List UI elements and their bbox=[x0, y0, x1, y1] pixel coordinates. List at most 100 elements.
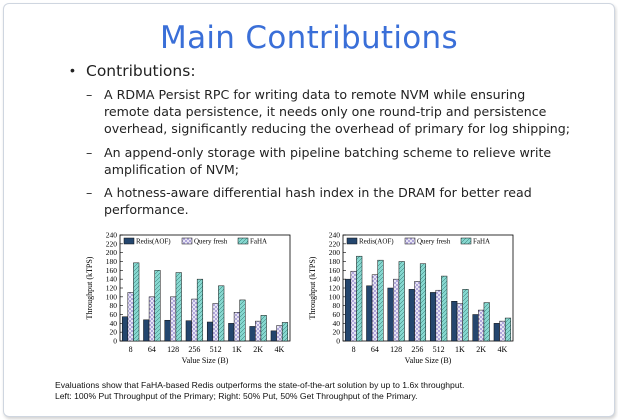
y-tick-label: 140 bbox=[106, 275, 118, 284]
y-tick-label: 240 bbox=[329, 231, 341, 240]
bar-query-fresh-8 bbox=[350, 270, 357, 342]
bar-faha-2K bbox=[483, 302, 490, 342]
y-tick-label: 240 bbox=[106, 231, 118, 240]
bar-query-fresh-4K bbox=[276, 325, 283, 342]
y-tick-label: 20 bbox=[333, 328, 341, 337]
bar-query-fresh-128 bbox=[170, 296, 177, 342]
dash-marker: – bbox=[86, 145, 93, 160]
bar-query-fresh-256 bbox=[414, 281, 421, 342]
x-tick-label: 1K bbox=[455, 345, 465, 354]
legend-label: Query fresh bbox=[194, 238, 228, 246]
bar-redis-aof--4K bbox=[493, 323, 500, 342]
bar-query-fresh-256 bbox=[191, 298, 198, 342]
x-tick-label: 512 bbox=[210, 345, 222, 354]
legend-swatch bbox=[460, 237, 472, 245]
y-tick-label: 160 bbox=[329, 266, 341, 275]
bar-redis-aof--128 bbox=[164, 319, 171, 342]
x-tick-label: 128 bbox=[390, 345, 402, 354]
y-tick-label: 60 bbox=[333, 310, 341, 319]
contribution-item-1: – A RDMA Persist RPC for writing data to… bbox=[86, 86, 574, 137]
bar-redis-aof--64 bbox=[366, 285, 373, 342]
y-tick-label: 80 bbox=[333, 301, 341, 310]
bar-faha-64 bbox=[154, 270, 161, 342]
x-tick-label: 4K bbox=[497, 345, 507, 354]
y-axis-label: Throughput (kTPS) bbox=[308, 256, 317, 319]
y-tick-label: 120 bbox=[106, 284, 118, 293]
x-tick-label: 1K bbox=[232, 345, 242, 354]
bar-query-fresh-1K bbox=[233, 312, 240, 342]
legend-swatch bbox=[181, 237, 193, 245]
y-tick-label: 40 bbox=[110, 319, 118, 328]
y-tick-label: 80 bbox=[110, 301, 118, 310]
x-tick-label: 4K bbox=[274, 345, 284, 354]
bar-redis-aof--512 bbox=[429, 292, 437, 342]
slide-title: Main Contributions bbox=[160, 20, 458, 56]
bar-redis-aof--1K bbox=[451, 301, 458, 342]
contribution-text-1: A RDMA Persist RPC for writing data to r… bbox=[104, 87, 570, 136]
bar-faha-512 bbox=[218, 285, 225, 342]
x-tick-label: 64 bbox=[371, 345, 379, 354]
x-tick-label: 8 bbox=[129, 345, 133, 354]
y-tick-label: 0 bbox=[113, 337, 117, 346]
bar-faha-128 bbox=[175, 272, 182, 342]
y-tick-label: 180 bbox=[329, 257, 341, 266]
y-tick-label: 220 bbox=[106, 239, 118, 248]
y-tick-label: 200 bbox=[329, 248, 341, 257]
contribution-text-3: A hotness-aware differential hash index … bbox=[104, 185, 532, 217]
legend-swatch bbox=[346, 237, 358, 245]
bar-faha-8 bbox=[133, 262, 140, 342]
bar-faha-8 bbox=[356, 255, 363, 342]
bar-redis-aof--8 bbox=[344, 278, 352, 342]
bar-query-fresh-8 bbox=[127, 292, 134, 342]
bar-redis-aof--256 bbox=[185, 320, 192, 342]
y-tick-label: 180 bbox=[106, 257, 118, 266]
x-axis-label: Value Size (B) bbox=[182, 356, 229, 365]
legend-swatch bbox=[404, 237, 416, 245]
bullet-dot: • bbox=[70, 62, 75, 78]
legend-label: FaHA bbox=[250, 238, 267, 246]
legend-label: Redis(AOF) bbox=[136, 238, 171, 246]
contribution-text-2: An append-only storage with pipeline bat… bbox=[104, 145, 552, 177]
bar-query-fresh-2K bbox=[478, 309, 485, 342]
bar-faha-2K bbox=[260, 315, 267, 342]
bar-redis-aof--2K bbox=[249, 326, 256, 342]
bar-query-fresh-64 bbox=[148, 296, 155, 342]
y-tick-label: 160 bbox=[106, 266, 118, 275]
bar-redis-aof--512 bbox=[206, 321, 214, 342]
legend-label: FaHA bbox=[473, 238, 490, 246]
bar-query-fresh-1K bbox=[456, 303, 463, 342]
caption-line-1: Evaluations show that FaHA-based Redis o… bbox=[55, 380, 465, 390]
contribution-item-2: – An append-only storage with pipeline b… bbox=[86, 144, 574, 178]
y-tick-label: 60 bbox=[110, 310, 118, 319]
bar-query-fresh-128 bbox=[393, 278, 400, 342]
y-tick-label: 40 bbox=[333, 319, 341, 328]
bar-redis-aof--64 bbox=[143, 319, 150, 342]
bar-redis-aof--128 bbox=[387, 287, 394, 342]
bar-query-fresh-2K bbox=[255, 320, 262, 342]
bar-redis-aof--2K bbox=[472, 314, 479, 342]
x-tick-label: 2K bbox=[476, 345, 486, 354]
bar-faha-4K bbox=[281, 322, 289, 342]
caption-line-2: Left: 100% Put Throughput of the Primary… bbox=[55, 391, 418, 401]
contribution-item-3: – A hotness-aware differential hash inde… bbox=[86, 184, 574, 218]
y-tick-label: 100 bbox=[329, 292, 341, 301]
bar-faha-256 bbox=[196, 278, 204, 342]
bar-query-fresh-512 bbox=[435, 289, 442, 342]
y-tick-label: 140 bbox=[329, 275, 341, 284]
bar-faha-512 bbox=[441, 275, 448, 342]
x-axis-label: Value Size (B) bbox=[405, 356, 452, 365]
bar-redis-aof--4K bbox=[270, 330, 277, 342]
bar-redis-aof--256 bbox=[408, 289, 415, 342]
bar-faha-1K bbox=[239, 299, 246, 342]
x-tick-label: 2K bbox=[253, 345, 263, 354]
dash-marker: – bbox=[86, 87, 93, 102]
legend-swatch bbox=[123, 237, 135, 245]
bar-redis-aof--8 bbox=[121, 316, 129, 342]
y-tick-label: 20 bbox=[110, 328, 118, 337]
bar-faha-4K bbox=[504, 317, 512, 342]
x-tick-label: 512 bbox=[433, 345, 445, 354]
x-tick-label: 8 bbox=[352, 345, 356, 354]
bullet-heading: Contributions: bbox=[86, 62, 196, 80]
bar-query-fresh-64 bbox=[371, 274, 378, 342]
